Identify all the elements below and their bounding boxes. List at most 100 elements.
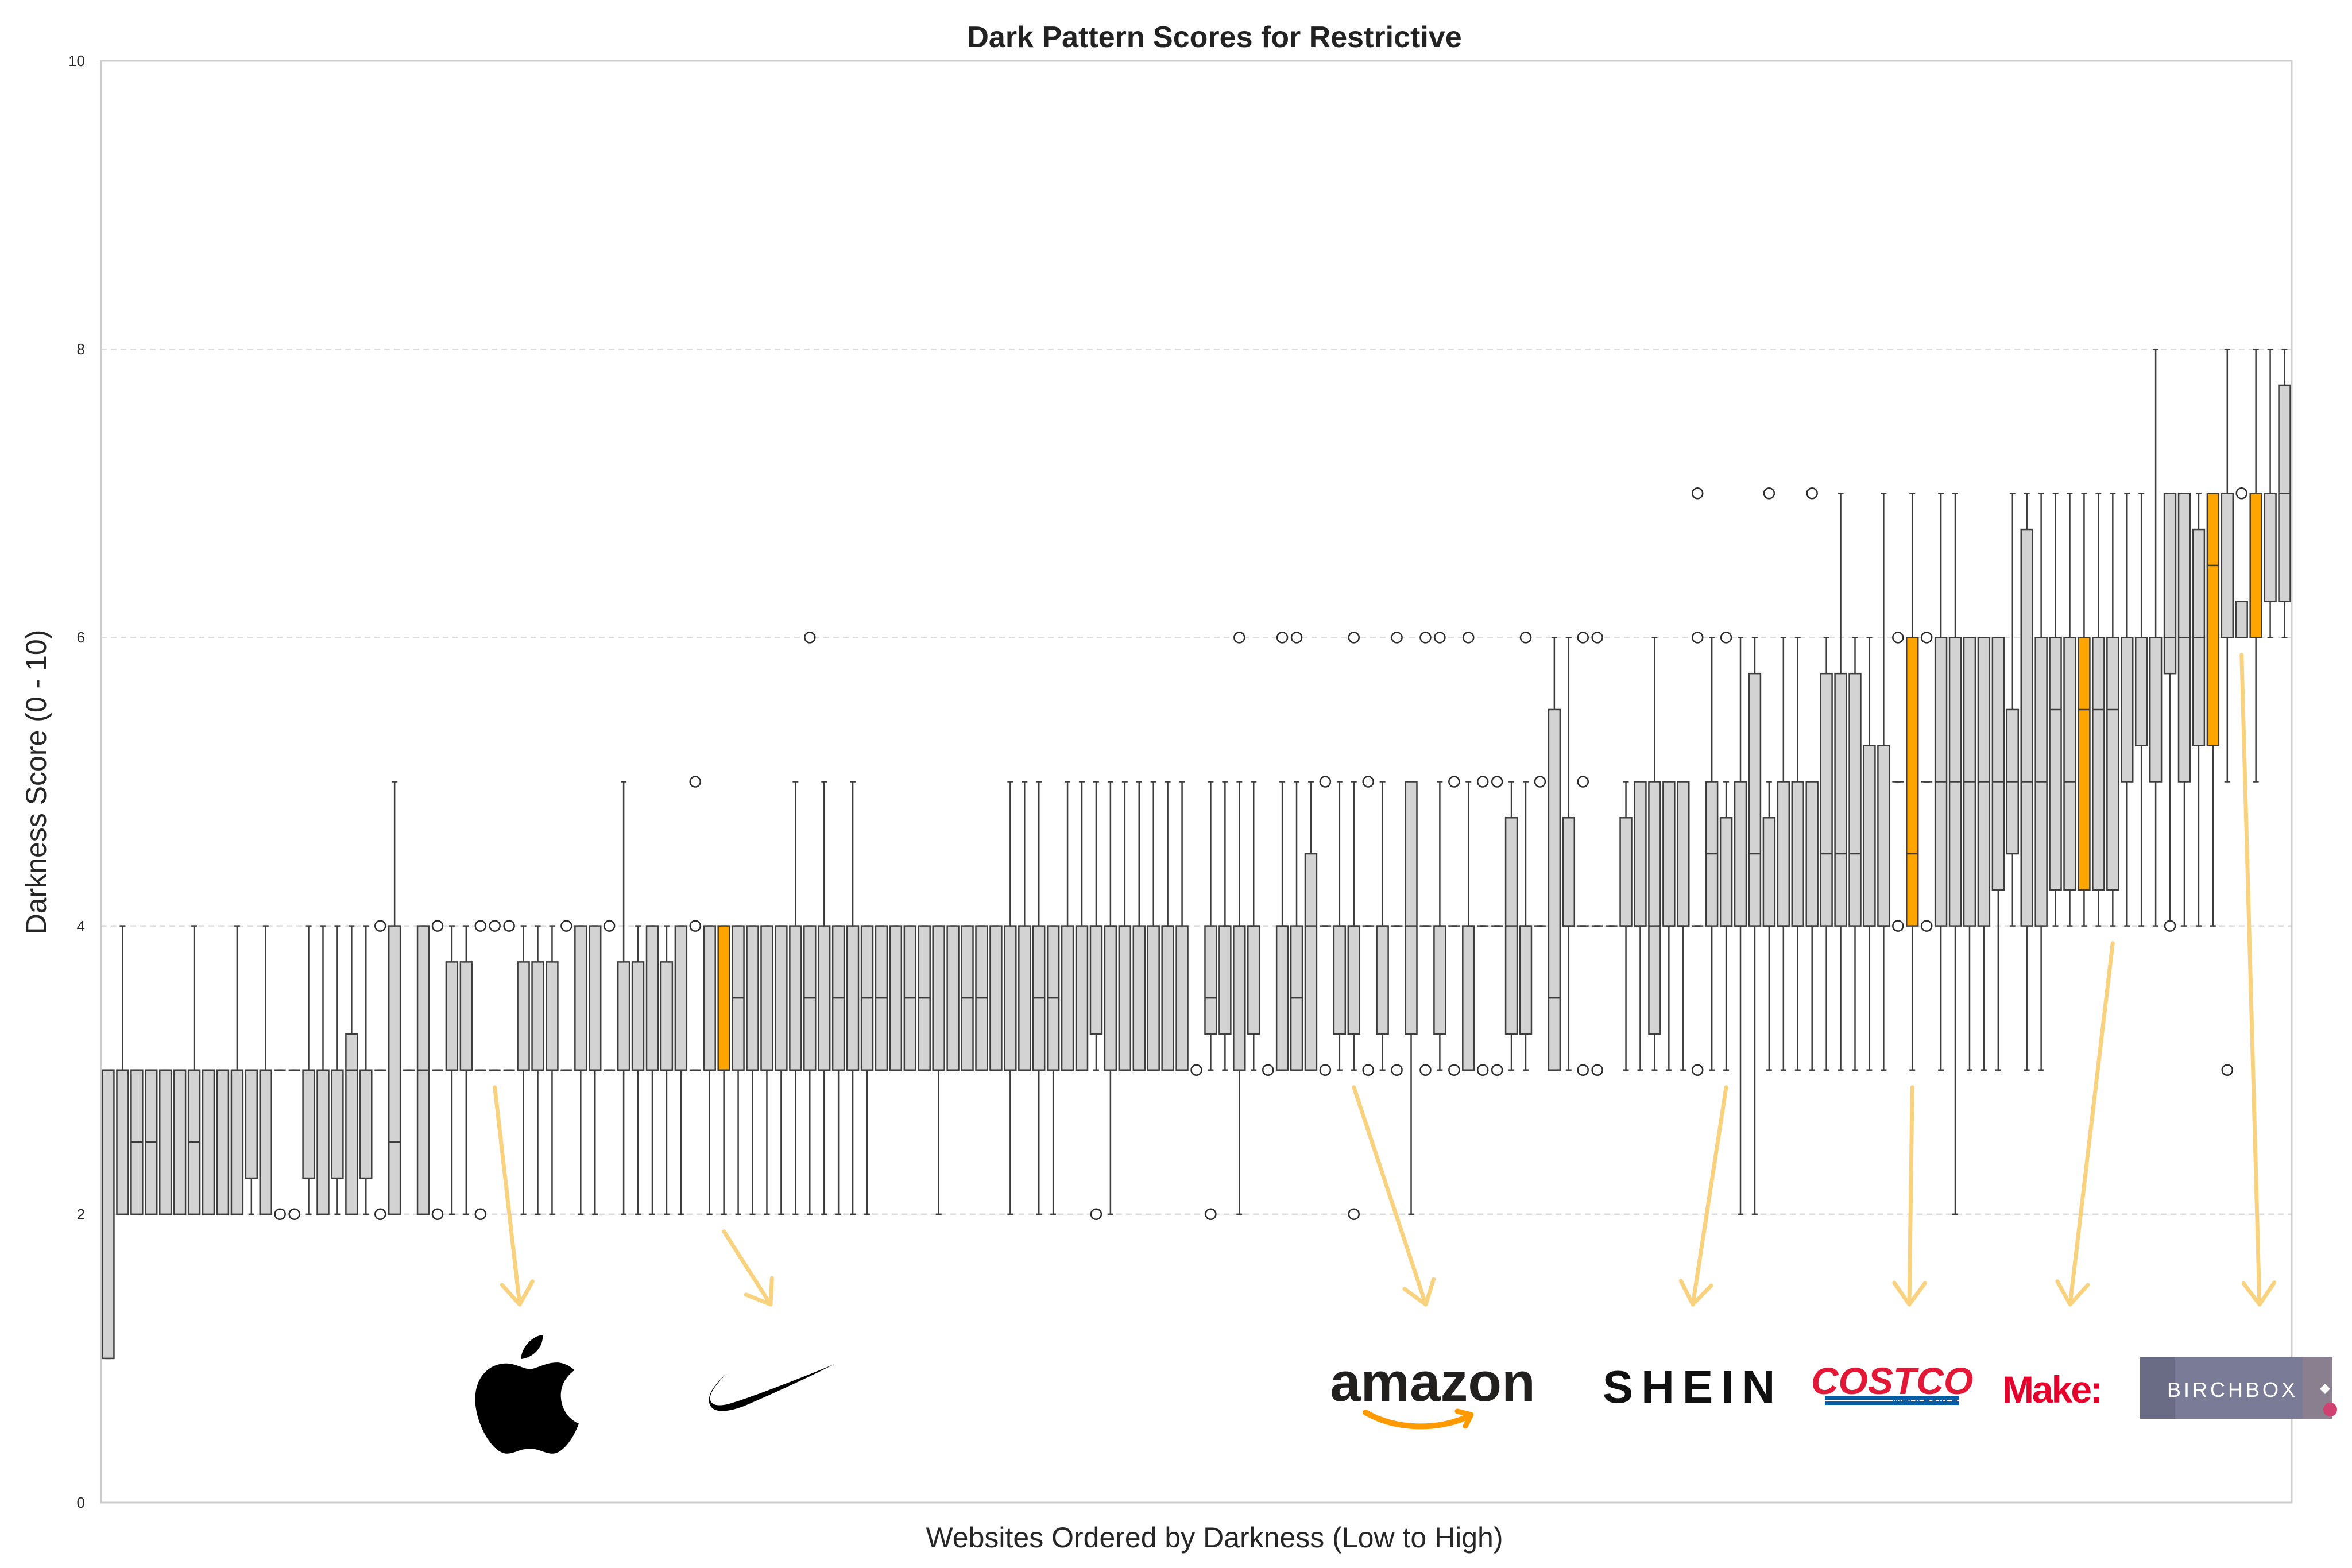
box-rect — [717, 925, 730, 1071]
box-group — [1991, 637, 2005, 1071]
box-rect — [345, 1033, 358, 1215]
box-rect — [1147, 925, 1160, 1071]
box-group — [1648, 637, 1661, 1071]
box-group — [1333, 781, 1347, 1071]
box-rect — [1777, 781, 1790, 927]
box-group — [1275, 632, 1289, 1071]
box-group — [775, 925, 788, 1215]
outlier-point — [1090, 1208, 1102, 1221]
box-rect — [1104, 925, 1117, 1071]
box-group — [1777, 637, 1790, 1071]
y-tick-label: 10 — [68, 52, 85, 69]
box-rect — [1548, 708, 1561, 1071]
box-group — [1791, 637, 1804, 1071]
box-rect — [459, 961, 473, 1071]
box-group — [574, 925, 587, 1215]
box-rect — [946, 925, 960, 1071]
box-group — [1476, 776, 1489, 1076]
box-rect — [1762, 817, 1776, 927]
box-group — [2206, 493, 2220, 927]
box-rect — [1820, 672, 1833, 927]
box-group — [1920, 632, 1933, 932]
outlier-point — [2221, 1064, 2234, 1076]
x-axis-label: Websites Ordered by Darkness (Low to Hig… — [926, 1521, 1503, 1554]
outlier-point — [689, 776, 702, 788]
box-group — [2092, 493, 2105, 927]
box-rect — [645, 925, 659, 1071]
box-rect — [1304, 853, 1318, 1071]
box-rect — [1333, 925, 1347, 1035]
box-group — [2149, 348, 2163, 927]
box-group — [918, 925, 931, 1071]
outlier-point — [431, 920, 444, 932]
box-group — [932, 925, 945, 1215]
y-tick-labels: 0 2 4 6 8 10 — [68, 52, 85, 1511]
boxes — [102, 348, 2291, 1360]
outlier-point — [1591, 1064, 1603, 1076]
annotation-arrow — [722, 1229, 774, 1307]
outlier-point — [1577, 632, 1589, 644]
box-group — [359, 925, 373, 1215]
outlier-point — [2164, 920, 2176, 932]
outlier-point — [1577, 1064, 1589, 1076]
box-group — [2249, 348, 2262, 783]
box-group — [2278, 348, 2291, 638]
box-rect — [1175, 925, 1189, 1071]
box-rect — [1462, 925, 1475, 1071]
arrow-head — [1892, 1280, 1927, 1307]
box-group — [1347, 632, 1361, 1221]
outlier-point — [689, 920, 702, 932]
box-group — [1089, 781, 1103, 1221]
box-group — [2121, 493, 2134, 927]
box-group — [388, 781, 401, 1215]
plot-frame — [100, 60, 2293, 1504]
box-rect — [1991, 637, 2005, 891]
box-group — [1161, 781, 1174, 1071]
box-group — [1634, 781, 1647, 1071]
box-group — [1247, 781, 1260, 1071]
box-group — [2134, 493, 2148, 927]
box-group — [1534, 776, 1546, 927]
box-rect — [1347, 925, 1361, 1035]
box-group — [331, 925, 344, 1215]
outlier-point — [1577, 776, 1589, 788]
box-group — [445, 925, 459, 1215]
box-group — [2020, 493, 2033, 1071]
box-group — [789, 781, 802, 1215]
arrow-shaft — [722, 1229, 773, 1307]
outlier-point — [1476, 776, 1489, 788]
box-rect — [2163, 493, 2177, 675]
box-rect — [1734, 781, 1747, 927]
outlier-point — [1448, 776, 1460, 788]
box-group — [1834, 493, 1847, 1071]
box-rect — [116, 1069, 129, 1215]
birchbox-logo: BIRCHBOX — [2140, 1357, 2337, 1419]
outlier-point — [1534, 776, 1546, 788]
box-group — [1934, 493, 1948, 1071]
box-rect — [1118, 925, 1132, 1071]
box-rect — [1275, 925, 1289, 1071]
outlier-point — [603, 920, 616, 932]
box-group — [316, 925, 330, 1215]
box-rect — [2049, 637, 2062, 891]
outlier-point — [1691, 487, 1704, 500]
outlier-point — [1319, 1064, 1332, 1076]
outlier-point — [1691, 632, 1704, 644]
box-rect — [2206, 493, 2220, 746]
arrow-shaft — [493, 1085, 522, 1307]
box-group — [1391, 632, 1403, 1076]
outlier-point — [1391, 632, 1403, 644]
box-group — [846, 781, 860, 1215]
y-tick-label: 6 — [77, 629, 85, 646]
box-group — [1677, 781, 1690, 1071]
box-rect — [158, 1069, 172, 1215]
box-group — [961, 925, 974, 1071]
box-group — [1190, 1064, 1202, 1076]
y-tick-label: 4 — [77, 917, 85, 935]
box-group — [1304, 781, 1318, 1071]
box-group — [1519, 632, 1533, 1071]
box-group — [489, 920, 501, 1071]
outlier-point — [503, 920, 515, 932]
box-rect — [531, 961, 544, 1071]
